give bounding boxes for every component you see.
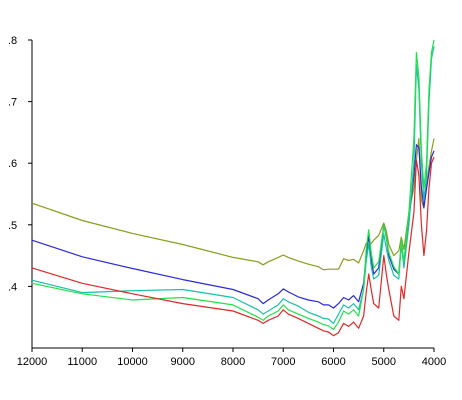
series-line-2 — [31, 144, 435, 309]
x-tick-label: 7000 — [271, 356, 295, 368]
series-line-1 — [31, 138, 435, 271]
series-line-3 — [31, 46, 435, 324]
x-tick-label: 6000 — [321, 356, 345, 368]
series-line-4 — [31, 39, 435, 331]
x-tick-label: 4000 — [422, 356, 446, 368]
y-tick-label: .4 — [8, 281, 17, 293]
y-tick-label: .7 — [8, 97, 17, 109]
x-tick-label: 8000 — [221, 356, 245, 368]
y-tick-label: .5 — [8, 220, 17, 232]
y-axis-ticks: .4 .5 .6 .7 .8 — [8, 35, 32, 293]
x-tick-label: 5000 — [372, 356, 396, 368]
series-line-5 — [31, 156, 435, 337]
x-axis-ticks: 12000 11000 10000 9000 8000 7000 6000 5000 4000 — [17, 348, 446, 368]
series-layer — [31, 39, 435, 337]
x-tick-label: 9000 — [171, 356, 195, 368]
x-tick-label: 10000 — [117, 356, 148, 368]
y-tick-label: .8 — [8, 35, 17, 47]
x-tick-label: 11000 — [67, 356, 97, 368]
y-tick-label: .6 — [8, 158, 17, 170]
x-tick-label: 12000 — [17, 356, 48, 368]
